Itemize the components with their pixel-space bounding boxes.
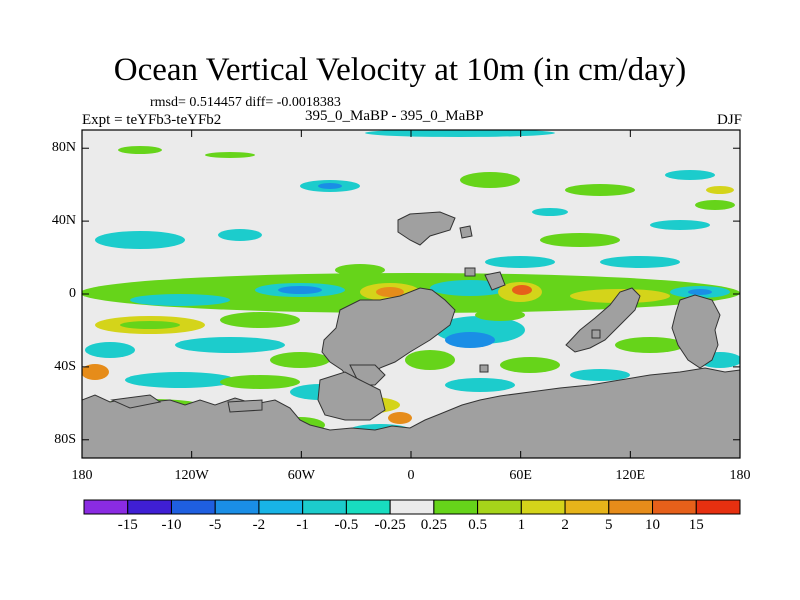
map-plot-area	[82, 130, 740, 458]
lat-tick-label: 40S	[54, 358, 76, 374]
colorbar-swatch	[477, 499, 522, 515]
lon-tick-label: 60W	[287, 468, 315, 483]
land-mask	[82, 211, 740, 458]
colorbar-label: -0.25	[374, 517, 406, 533]
colorbar-swatch	[345, 499, 391, 515]
colorbar-label: -0.5	[334, 517, 359, 533]
colorbar-label: 5	[605, 517, 613, 533]
colorbar-label: -5	[208, 517, 222, 533]
lat-tick-label: 40N	[51, 213, 76, 229]
season-label: DJF	[716, 112, 742, 128]
colorbar	[83, 499, 741, 515]
colorbar-swatch	[302, 499, 347, 515]
colorbar-swatch	[170, 499, 216, 515]
longitude-ticks	[81, 130, 741, 458]
lon-tick-label: 0	[407, 468, 415, 483]
colorbar-swatch	[214, 499, 260, 515]
experiment-label: Expt = teYFb3-teYFb2	[82, 112, 222, 128]
colorbar-swatch	[520, 499, 566, 515]
plot-title: Ocean Vertical Velocity at 10m (in cm/da…	[113, 52, 687, 88]
lat-tick-label: 80N	[51, 140, 76, 156]
colorbar-swatch	[608, 499, 654, 515]
colorbar-label: -15	[117, 517, 138, 533]
colorbar-label: -1	[296, 517, 309, 533]
lat-tick-label: 0	[69, 286, 76, 301]
colorbar-label: 15	[688, 517, 704, 533]
colorbar-swatch	[695, 499, 741, 515]
colorbar-label: 2	[561, 517, 569, 533]
lon-tick-label: 180	[71, 468, 93, 483]
rmsd-diff-stats: rmsd= 0.514457 diff= -0.0018383	[150, 95, 341, 110]
lon-tick-label: 180	[729, 468, 751, 483]
colorbar-swatch	[258, 499, 304, 515]
colorbar-label: 1	[517, 517, 526, 533]
lon-tick-label: 120W	[174, 468, 209, 483]
colorbar-swatch	[433, 499, 479, 515]
colorbar-swatch	[127, 499, 172, 515]
colorbar-label: 0.25	[420, 517, 447, 533]
colorbar-swatch	[83, 499, 129, 515]
colorbar-label: -10	[161, 517, 182, 533]
colorbar-label: 0.5	[468, 517, 487, 533]
colorbar-label: 10	[645, 517, 661, 533]
colorbar-label: -2	[252, 517, 266, 533]
latitude-ticks	[82, 147, 740, 441]
lon-tick-label: 120E	[615, 468, 646, 483]
lon-tick-label: 60E	[509, 468, 532, 483]
lat-tick-label: 80S	[54, 431, 76, 447]
runs-label: 395_0_MaBP - 395_0_MaBP	[305, 108, 484, 124]
colorbar-swatch	[652, 499, 697, 515]
colorbar-swatch	[389, 499, 435, 515]
colorbar-swatch	[564, 499, 610, 515]
